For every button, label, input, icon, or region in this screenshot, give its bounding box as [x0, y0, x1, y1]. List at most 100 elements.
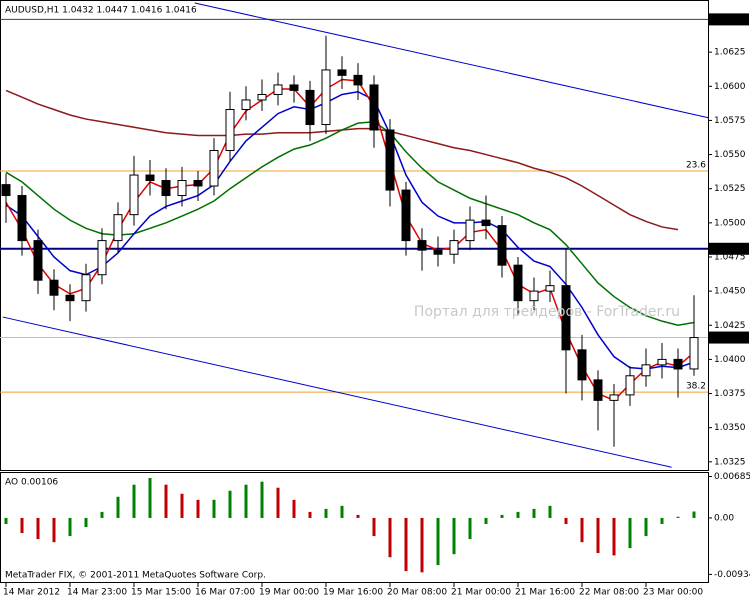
- candle-body: [577, 349, 587, 381]
- x-tick-label: 16 Mar 07:00: [195, 588, 255, 598]
- candle-body: [497, 225, 507, 266]
- ao-bar: [52, 517, 56, 543]
- fib-level-label: 38.2: [686, 382, 706, 392]
- candle-body: [481, 219, 491, 227]
- ao-bar: [180, 493, 184, 518]
- ao-bar: [564, 517, 568, 524]
- y-tick-label: 1.0500: [714, 218, 746, 228]
- y-tick-label: 1.0375: [714, 389, 746, 399]
- ao-bar: [692, 511, 696, 518]
- ao-bar: [148, 478, 152, 518]
- ao-bar: [84, 517, 88, 527]
- ao-bar: [356, 514, 360, 518]
- candle-body: [209, 149, 219, 187]
- price-label-box: [709, 331, 749, 344]
- ao-bar: [308, 511, 312, 518]
- ao-bar: [372, 517, 376, 537]
- ao-bar: [276, 487, 280, 518]
- price-label: 1.0649: [714, 15, 746, 25]
- ao-bar: [388, 517, 392, 558]
- candle-body: [33, 240, 43, 281]
- ao-bar: [404, 517, 408, 572]
- candle-body: [545, 285, 555, 292]
- ao-bar: [548, 505, 552, 518]
- candle-body: [561, 285, 571, 351]
- y-tick-label: 0.00685: [714, 472, 750, 482]
- x-tick-label: 19 Mar 16:00: [323, 588, 383, 598]
- ao-bar: [500, 514, 504, 518]
- ao-bar: [164, 484, 168, 518]
- ao-bar: [484, 517, 488, 524]
- candle-body: [673, 358, 683, 370]
- x-tick-label: 14 Mar 2012: [3, 588, 60, 598]
- candle-body: [17, 195, 27, 242]
- y-tick-label: 1.0575: [714, 116, 746, 126]
- y-tick-label: 1.0600: [714, 82, 746, 92]
- y-tick-label: 1.0475: [714, 252, 746, 262]
- copyright: MetaTrader FIX, © 2001-2011 MetaQuotes S…: [5, 571, 266, 581]
- candle-body: [401, 189, 411, 242]
- main-panel-frame: [0, 0, 709, 471]
- y-tick-label: 0.00: [714, 513, 734, 523]
- candle-body: [161, 180, 171, 197]
- candle-body: [529, 290, 539, 302]
- moving-average: [5, 90, 695, 370]
- candle-body: [657, 358, 667, 366]
- candle-body: [513, 264, 523, 302]
- ao-bar: [436, 517, 440, 566]
- candle-body: [81, 274, 91, 302]
- candle-body: [177, 180, 187, 197]
- candle-body: [641, 364, 651, 377]
- price-label-box: [709, 13, 749, 26]
- candle-body: [385, 129, 395, 191]
- ao-bar: [580, 517, 584, 543]
- candle-body: [625, 375, 635, 396]
- candle-body: [49, 279, 59, 296]
- candle-body: [113, 214, 123, 242]
- candle-body: [241, 99, 251, 111]
- ao-bar: [628, 517, 632, 549]
- candle-body: [273, 84, 283, 95]
- ao-bar: [20, 517, 24, 534]
- ao-bar: [68, 517, 72, 537]
- x-tick-label: 20 Mar 08:00: [387, 588, 447, 598]
- ao-bar: [532, 508, 536, 518]
- x-tick-label: 14 Mar 23:00: [67, 588, 127, 598]
- candle-body: [257, 93, 267, 101]
- candle-body: [193, 180, 203, 187]
- candle-body: [369, 84, 379, 131]
- candle-body: [593, 379, 603, 401]
- ao-bar: [468, 517, 472, 540]
- ao-bar: [100, 511, 104, 518]
- ao-bar: [116, 496, 120, 518]
- ao-bar: [644, 517, 648, 537]
- candle-body: [321, 69, 331, 126]
- trend-line: [2, 316, 672, 468]
- chart-title: AUDUSD,H1 1.0432 1.0447 1.0416 1.0416: [5, 6, 197, 16]
- ao-bar: [516, 511, 520, 518]
- y-tick-label: 1.0400: [714, 355, 746, 365]
- ao-bar: [676, 516, 680, 518]
- y-tick-label: 1.0525: [714, 184, 746, 194]
- candle-body: [417, 240, 427, 251]
- y-tick-label: 1.0350: [714, 423, 746, 433]
- ao-title: AO 0.00106: [5, 478, 58, 488]
- ao-bar: [132, 484, 136, 518]
- price-label: 1.0481: [714, 244, 746, 254]
- candle-body: [353, 74, 363, 86]
- x-tick-label: 21 Mar 00:00: [451, 588, 511, 598]
- ao-bar: [36, 517, 40, 540]
- x-tick-label: 23 Mar 00:00: [643, 588, 703, 598]
- candle-body: [609, 394, 619, 401]
- candle-body: [225, 109, 235, 151]
- candle-body: [97, 240, 107, 276]
- fib-level-label: 23.6: [686, 160, 706, 170]
- x-tick-label: 19 Mar 00:00: [259, 588, 319, 598]
- y-tick-label: 1.0450: [714, 287, 746, 297]
- y-tick-label: 1.0325: [714, 457, 746, 467]
- candle-body: [449, 240, 459, 255]
- ao-bar: [340, 505, 344, 518]
- ao-bar: [212, 499, 216, 518]
- candle-body: [129, 174, 139, 216]
